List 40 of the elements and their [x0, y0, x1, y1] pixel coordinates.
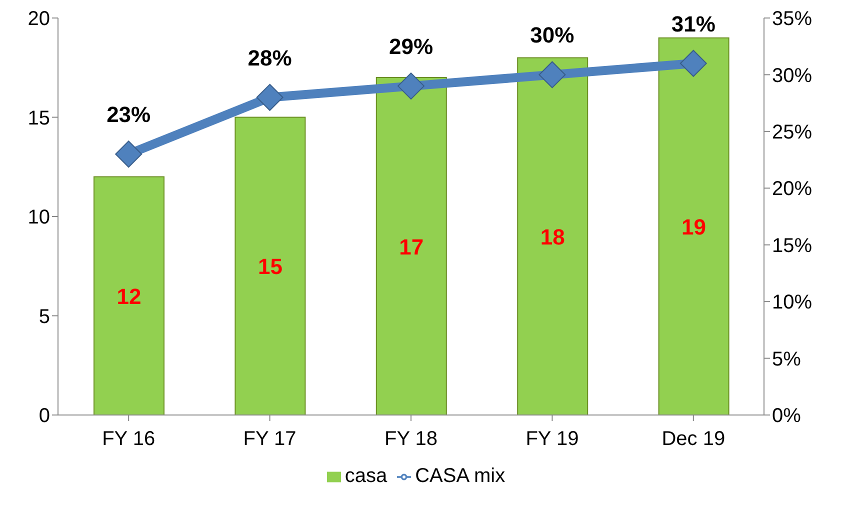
- point: [680, 50, 707, 77]
- y2-tick-label: 5%: [772, 348, 802, 370]
- bar: [517, 57, 588, 415]
- y2-tick-label: 15%: [772, 234, 812, 257]
- point: [538, 61, 566, 88]
- bar: [658, 37, 730, 415]
- data-label: 15: [258, 254, 282, 280]
- y2-tick-label: 10%: [772, 292, 812, 314]
- x-tick-label: FY 17: [243, 428, 296, 450]
- point: [115, 140, 142, 168]
- legend-label: CASA mix: [415, 465, 506, 487]
- x-tick-label: FY 16: [102, 428, 156, 450]
- x-tick-label: FY 19: [526, 428, 579, 450]
- y-tick-label: 0: [38, 405, 50, 428]
- bar: [376, 77, 447, 415]
- y2-tick-label: 35%: [772, 8, 812, 30]
- data-label: 23%: [106, 102, 151, 128]
- data-label: 31%: [671, 11, 716, 36]
- data-label: 28%: [248, 45, 292, 70]
- x-tick-label: FY 18: [384, 428, 438, 450]
- x-tick-label: Dec 19: [662, 428, 726, 450]
- data-label: 30%: [530, 22, 574, 48]
- y2-tick-label: 25%: [772, 122, 812, 144]
- data-label: 19: [682, 214, 706, 240]
- bar: [94, 176, 164, 415]
- y-tick-label: 20: [28, 8, 50, 30]
- y-tick-label: 5: [38, 306, 50, 328]
- y2-tick-label: 30%: [772, 64, 812, 87]
- y2-tick-label: 0%: [772, 405, 802, 428]
- point: [398, 72, 424, 100]
- y-tick-label: 10: [28, 206, 50, 229]
- point: [256, 84, 284, 111]
- bar: [234, 116, 306, 415]
- y-tick-label: 15: [28, 107, 50, 130]
- data-label: 17: [399, 234, 424, 260]
- data-label: 29%: [388, 34, 434, 60]
- data-label: 18: [540, 224, 565, 250]
- legend-label: casa: [344, 465, 388, 487]
- data-label: 12: [116, 284, 142, 309]
- y2-tick-label: 20%: [772, 178, 812, 200]
